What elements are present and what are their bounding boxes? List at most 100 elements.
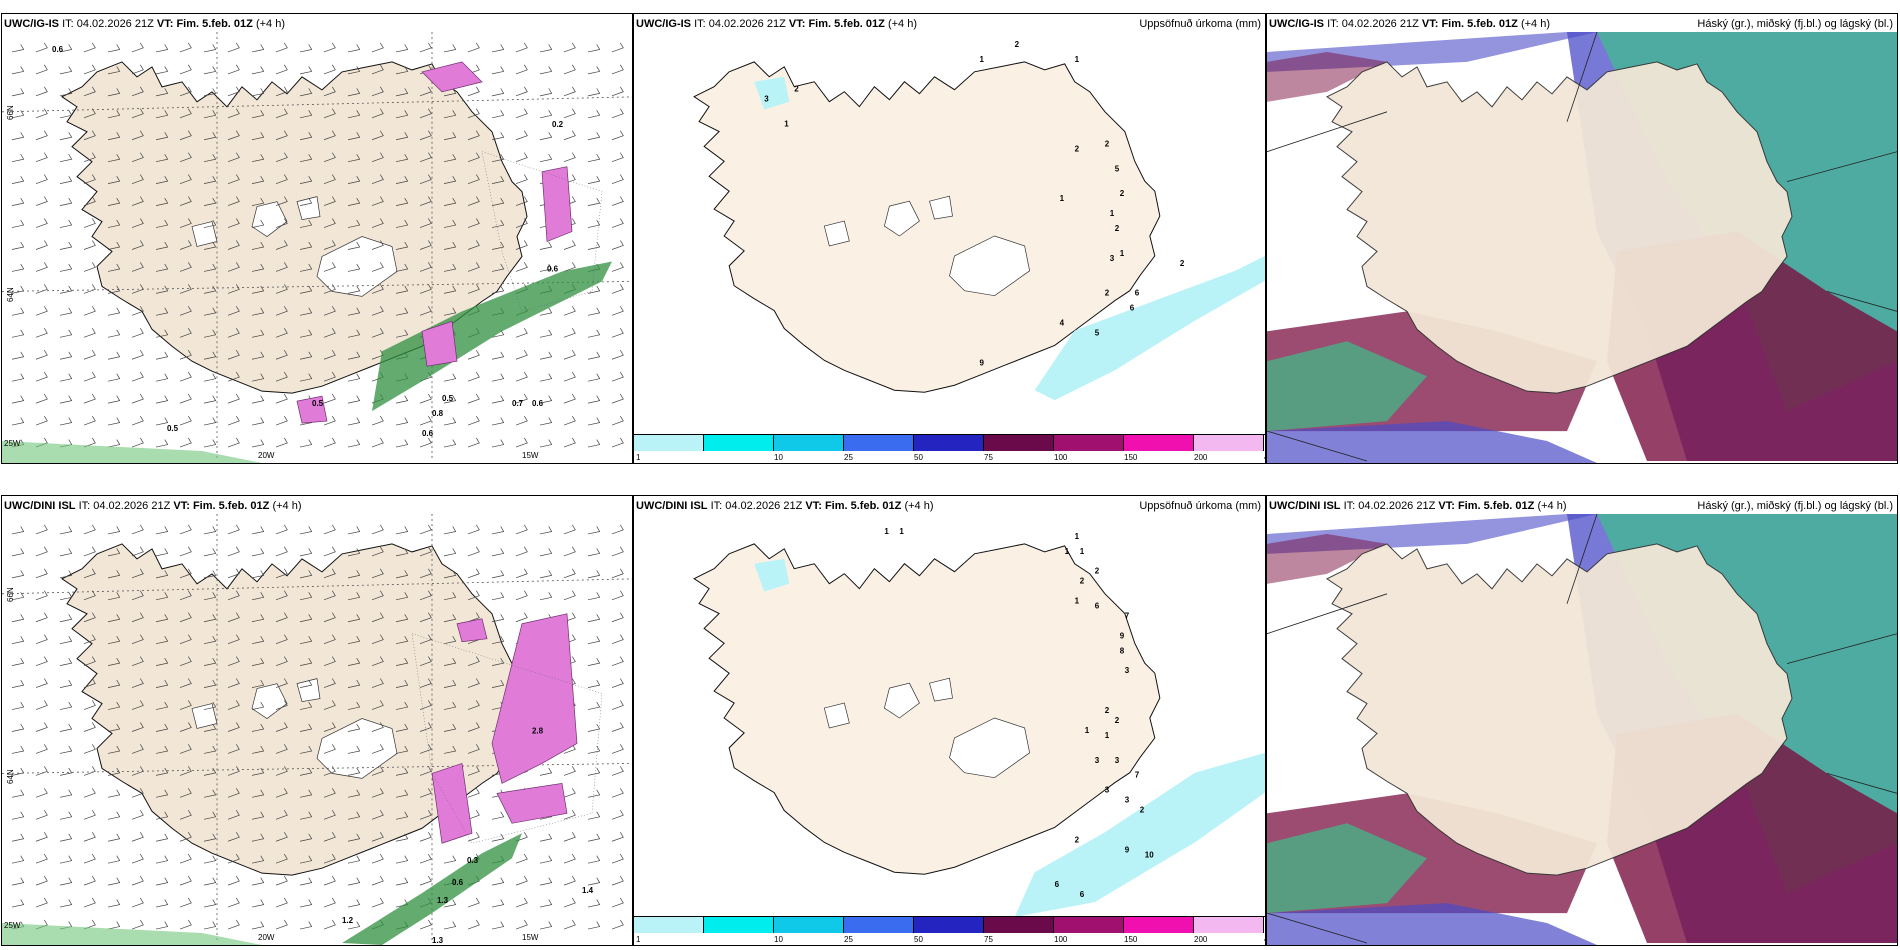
precip-value-label: 2: [794, 85, 799, 94]
cloud-layer: [1267, 51, 1387, 102]
wind-value-label: 0.2: [552, 120, 564, 129]
wind-value-label: 0.6: [52, 45, 64, 54]
lead-time: (+4 h): [904, 500, 934, 512]
precip-value-label: 3: [1105, 786, 1110, 795]
valid-time: Fim. 5.feb. 01Z: [176, 18, 253, 30]
panel-precip-ig[interactable]: UWC/IG-IS IT: 04.02.2026 21Z VT: Fim. 5.…: [633, 13, 1266, 464]
precip-value-label: 6: [1055, 880, 1060, 889]
colorbar-tick: 150: [1124, 935, 1138, 944]
panel-header: UWC/IG-IS IT: 04.02.2026 21Z VT: Fim. 5.…: [4, 16, 628, 32]
precip-value-label: 1: [1075, 597, 1080, 606]
wind-value-label: 0.5: [312, 399, 324, 408]
map-area[interactable]: 0.6 0.5 0.8 0.6 0.5 0.7 0.6 0.2 0.6 0.5: [2, 32, 632, 463]
lead-time: (+4 h): [887, 18, 917, 30]
glacier: [929, 677, 953, 702]
snow-area-pink: [496, 782, 568, 824]
precip-value-label: 2: [1115, 716, 1120, 725]
precip-value-label: 1: [1060, 194, 1065, 203]
colorbar-tick: 25: [844, 935, 853, 944]
snow-area-pink: [296, 395, 328, 424]
colorbar-swatch: [1124, 435, 1194, 451]
model-name: UWC/IG-IS: [1269, 18, 1324, 30]
field-title: Háský (gr.), miðský (fj.bl.) og lágský (…: [1697, 500, 1893, 512]
precip-value-label: 1: [899, 527, 904, 536]
precip-value-label: 1: [1085, 726, 1090, 735]
lead-time: (+4 h): [1520, 18, 1550, 30]
init-label: IT:: [1343, 500, 1356, 512]
glacier: [316, 718, 398, 779]
valid-time: Fim. 5.feb. 01Z: [824, 500, 902, 512]
precip-value-label: 2: [1105, 139, 1110, 148]
lead-time: (+4 h): [272, 500, 302, 512]
map-area[interactable]: 0.3 0.6 1.3 2.8 1.4 1.3 1.2: [2, 514, 632, 945]
cloud-layer: [1267, 421, 1597, 463]
glacier: [823, 220, 850, 247]
valid-label: VT:: [1421, 18, 1439, 30]
colorbar-tick: 1: [636, 453, 641, 462]
precip-value-label: 2: [1140, 806, 1145, 815]
precip-area: [1014, 752, 1265, 917]
colorbar-swatch: [704, 917, 774, 933]
precip-value-label: 2: [1105, 289, 1110, 298]
precip-value-label: 7: [1135, 771, 1140, 780]
panel-cloud-ig[interactable]: UWC/IG-IS IT: 04.02.2026 21Z VT: Fim. 5.…: [1266, 13, 1898, 464]
panel-cloud-dini[interactable]: UWC/DINI ISL IT: 04.02.2026 21Z VT: Fim.…: [1266, 495, 1898, 946]
precip-value-label: 1: [1120, 249, 1125, 258]
cloud-layer: [1267, 533, 1387, 584]
iceland-land: [693, 61, 1161, 393]
colorbar-swatch: [634, 435, 704, 451]
colorbar-swatch: [1054, 435, 1124, 451]
glacier: [296, 678, 321, 702]
precip-value-label: 3: [1125, 796, 1130, 805]
snow-band-light: [2, 441, 262, 463]
lead-time: (+4 h): [255, 18, 285, 30]
lat-label: 66N: [6, 105, 15, 120]
init-label: IT:: [1327, 18, 1339, 30]
iceland-land: [61, 543, 528, 876]
precip-value-label: 9: [1120, 631, 1125, 640]
colorbar-swatch: [984, 435, 1054, 451]
model-name: UWC/DINI ISL: [4, 500, 76, 512]
valid-label: VT:: [1438, 500, 1455, 512]
graticule: [2, 32, 632, 462]
precip-value-label: 2: [1120, 189, 1125, 198]
glacier: [296, 196, 321, 220]
precip-value-label: 3: [1110, 254, 1115, 263]
panel-wind-dini[interactable]: UWC/DINI ISL IT: 04.02.2026 21Z VT: Fim.…: [1, 495, 633, 946]
map-area[interactable]: [1267, 32, 1897, 463]
map-area[interactable]: [1267, 514, 1897, 945]
init-time: 04.02.2026 21Z: [1341, 18, 1419, 30]
colorbar-swatch: [704, 435, 774, 451]
precip-value-label: 1: [1080, 547, 1085, 556]
init-time: 04.02.2026 21Z: [725, 500, 803, 512]
panel-wind-ig[interactable]: UWC/IG-IS IT: 04.02.2026 21Z VT: Fim. 5.…: [1, 13, 633, 464]
precip-value-label: 2: [1180, 259, 1185, 268]
precip-value-label: 1: [980, 55, 985, 64]
colorbar: 1 10 25 50 75 100 150 200 400: [634, 916, 1265, 945]
iceland-land: [1326, 543, 1793, 876]
wind-value-label: 2.8: [532, 726, 544, 735]
hatch-region: [481, 151, 603, 312]
map-svg: [1267, 32, 1897, 463]
wind-value-label: 0.6: [547, 264, 559, 273]
field-title: Uppsöfnuð úrkoma (mm): [1139, 500, 1261, 512]
precip-value-label: 6: [1130, 304, 1135, 313]
wind-value-label: 0.6: [532, 399, 544, 408]
precip-value-label: 1: [1065, 547, 1070, 556]
wind-barbs: [11, 524, 624, 930]
panel-precip-dini[interactable]: UWC/DINI ISL IT: 04.02.2026 21Z VT: Fim.…: [633, 495, 1266, 946]
lat-label: 66N: [6, 587, 15, 602]
precip-value-label: 5: [1115, 164, 1120, 173]
precip-value-label: 1: [995, 915, 1000, 917]
precip-value-label: 2: [1080, 577, 1085, 586]
lat-label: 64N: [6, 769, 15, 784]
wind-value-label: 1.3: [432, 936, 444, 945]
panel-header: UWC/IG-IS IT: 04.02.2026 21Z VT: Fim. 5.…: [1269, 16, 1893, 32]
cloud-layer: [1267, 823, 1427, 914]
precip-value-label: 2: [1115, 224, 1120, 233]
init-time: 04.02.2026 21Z: [93, 500, 171, 512]
valid-label: VT:: [788, 18, 806, 30]
